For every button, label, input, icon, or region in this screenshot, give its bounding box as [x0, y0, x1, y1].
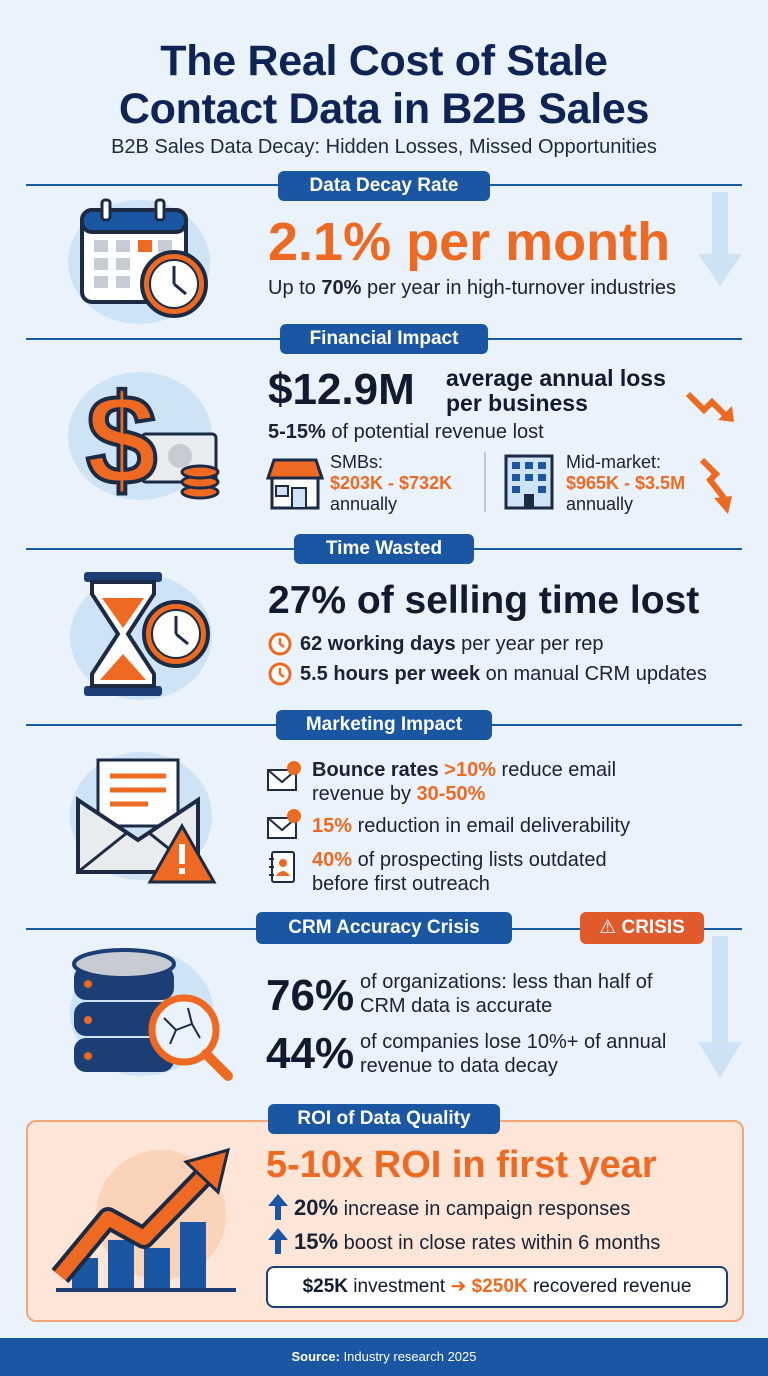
investment-summary: $25K investment ➜ $250K recovered revenu…	[266, 1266, 728, 1308]
decay-headline: 2.1% per month	[268, 212, 671, 272]
section-label-financial: Financial Impact	[280, 324, 488, 354]
section-label-time: Time Wasted	[294, 534, 474, 564]
section-label-crm: CRM Accuracy Crisis	[256, 912, 512, 944]
midmarket-block: Mid-market: $965K - $3.5M annually	[566, 452, 686, 514]
calendar-clock-icon	[80, 198, 208, 318]
time-item-1: 62 working days per year per rep	[300, 633, 604, 655]
envelope-warning-icon	[76, 758, 217, 884]
contact-book-icon	[269, 851, 295, 883]
up-arrow-icon	[268, 1228, 288, 1254]
financial-big-number: $12.9M	[268, 365, 415, 414]
down-arrow-icon	[698, 936, 742, 1078]
smb-block: SMBs: $203K - $732K annually	[330, 452, 453, 514]
trend-down-arrow-icon	[699, 457, 732, 514]
down-arrow-icon	[698, 192, 742, 286]
growth-chart-icon	[51, 1147, 236, 1292]
clock-icon	[268, 632, 292, 656]
marketing-item-2: 15% reduction in email deliverability	[312, 815, 630, 837]
time-item-2: 5.5 hours per week on manual CRM updates	[300, 663, 707, 685]
email-alert-icon	[267, 761, 301, 791]
storefront-icon	[265, 458, 325, 510]
up-arrow-icon	[268, 1194, 288, 1220]
crm-stat2-text: of companies lose 10%+ of annual revenue …	[360, 1031, 667, 1077]
page-subtitle: B2B Sales Data Decay: Hidden Losses, Mis…	[111, 136, 657, 158]
office-building-icon	[504, 454, 554, 510]
section-label-roi: ROI of Data Quality	[268, 1104, 500, 1134]
crm-stat1-text: of organizations: less than half of CRM d…	[360, 971, 653, 1017]
arrow-right-icon: ➜	[450, 1276, 467, 1297]
email-alert-icon	[267, 809, 301, 839]
decay-subtext: Up to 70% per year in high-turnover indu…	[268, 277, 676, 299]
page-title-line2: Contact Data in B2B Sales	[118, 85, 650, 133]
section-label-marketing: Marketing Impact	[276, 710, 492, 740]
hourglass-clock-icon	[84, 572, 210, 696]
time-headline: 27% of selling time lost	[268, 579, 700, 622]
svg-text:$: $	[86, 369, 157, 512]
database-magnifier-icon	[72, 948, 233, 1081]
financial-pct: 5-15% of potential revenue lost	[268, 421, 544, 443]
marketing-item-1: Bounce rates >10% reduce email revenue b…	[312, 759, 617, 805]
crm-stat2-big: 44%	[266, 1029, 355, 1078]
page-title-line1: The Real Cost of Stale	[160, 37, 608, 85]
financial-big-desc: average annual loss per business	[446, 365, 666, 416]
crm-stat1-big: 76%	[266, 971, 355, 1020]
section-label-decay: Data Decay Rate	[278, 171, 490, 201]
warning-icon: ⚠	[599, 917, 617, 938]
block-divider	[484, 452, 486, 512]
trend-down-arrow-icon	[685, 391, 734, 422]
footer-source: Source: Industry research 2025	[0, 1338, 768, 1376]
roi-headline: 5-10x ROI in first year	[266, 1144, 657, 1186]
marketing-item-3: 40% of prospecting lists outdated before…	[312, 849, 607, 895]
roi-item-1: 20% increase in campaign responses	[294, 1195, 631, 1221]
crisis-badge: ⚠ CRISIS	[580, 912, 704, 944]
roi-item-2: 15% boost in close rates within 6 months	[294, 1229, 661, 1255]
clock-icon	[268, 662, 292, 686]
dollar-money-icon: $	[84, 367, 220, 514]
